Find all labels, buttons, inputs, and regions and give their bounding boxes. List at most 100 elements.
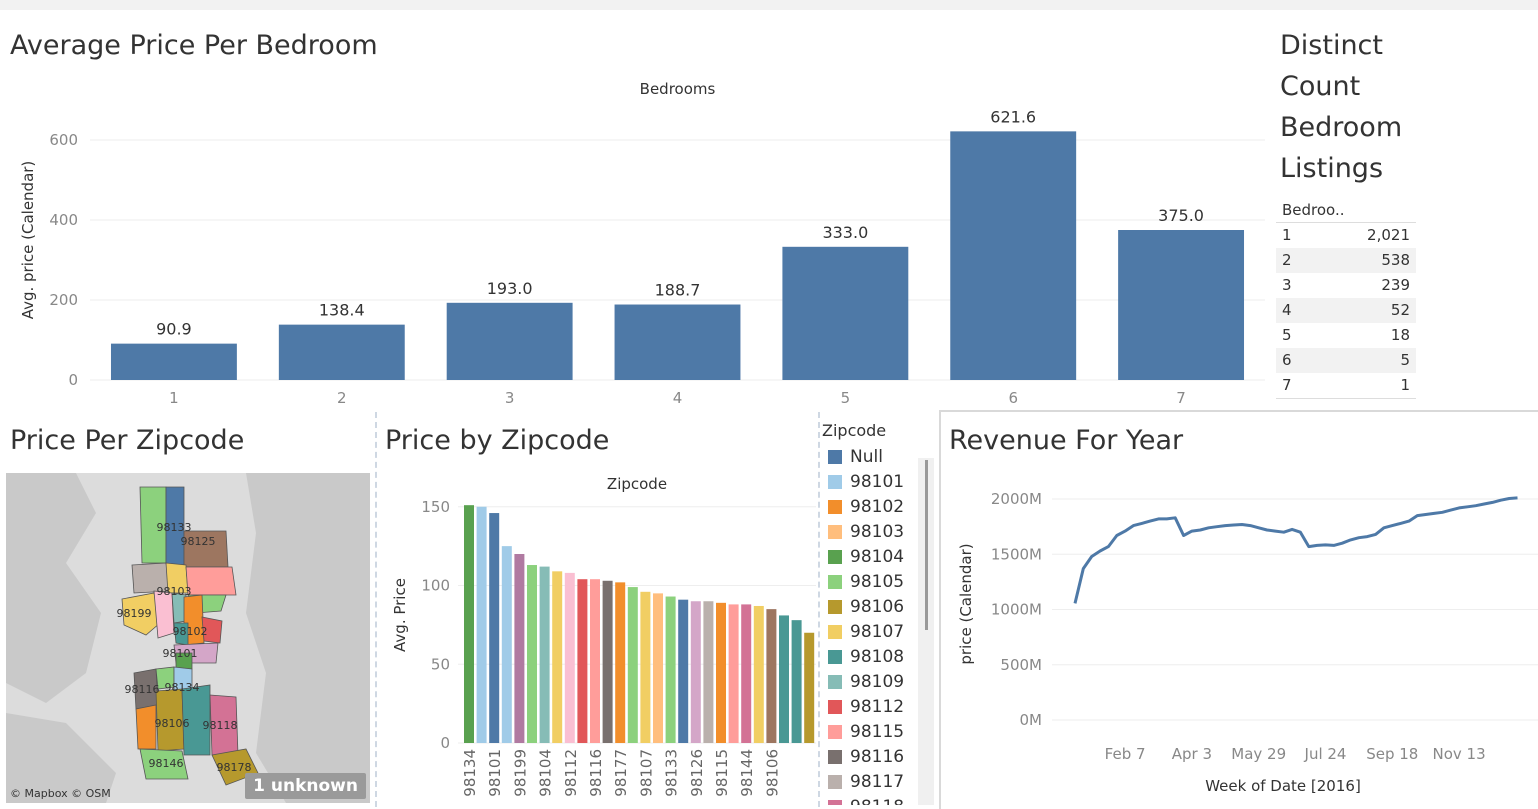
bar-zipcode <box>476 506 487 743</box>
y-tick-label: 200 <box>49 291 78 309</box>
x-tick-label: 98101 <box>486 749 504 797</box>
bar-zipcode <box>501 546 512 743</box>
zipcode-label-98106: 98106 <box>155 717 190 730</box>
table-row[interactable]: 2 538 <box>1276 248 1416 273</box>
bar-bedroom-3 <box>446 302 573 380</box>
water-area-1 <box>246 473 370 803</box>
x-tick-label: 98133 <box>663 749 681 797</box>
legend-label: 98108 <box>850 646 905 667</box>
table-row[interactable]: 5 18 <box>1276 323 1416 348</box>
bar-value-label: 193.0 <box>487 279 533 298</box>
y-tick-label: 0M <box>1020 711 1043 729</box>
distinct-count-title-line-2: Count <box>1280 71 1361 102</box>
x-tick-label: 98115 <box>713 749 731 797</box>
legend-scroll-thumb[interactable] <box>925 460 928 630</box>
legend-label: 98109 <box>850 671 905 692</box>
zipcode-label-98118: 98118 <box>203 719 238 732</box>
bar-zipcode <box>464 505 474 743</box>
legend-item[interactable]: 98115 <box>822 719 932 744</box>
zipcode-header: Zipcode <box>607 475 667 493</box>
x-tick-label: Nov 13 <box>1433 745 1486 763</box>
zipcode-map[interactable]: 98133 98125 98103 98199 98102 98101 98116 98134… <box>6 473 370 803</box>
legend-item[interactable]: 98105 <box>822 569 932 594</box>
bar-zipcode <box>577 579 588 743</box>
x-tick-label: 98116 <box>587 749 605 797</box>
legend-swatch <box>828 549 842 564</box>
listing-count: 538 <box>1381 251 1410 269</box>
bar-bedroom-2 <box>278 324 405 380</box>
zipcode-label-98101: 98101 <box>163 647 198 660</box>
legend-label: Null <box>850 446 883 467</box>
table-row[interactable]: 1 2,021 <box>1276 223 1416 248</box>
legend-swatch <box>828 674 842 689</box>
bar-zipcode <box>741 604 752 743</box>
revenue-panel-border <box>939 410 1538 809</box>
bedroom-count-table: Bedroo.. 1 2,021 2 538 3 239 4 52 5 18 6 5 7 1 <box>1276 198 1416 399</box>
table-row[interactable]: 3 239 <box>1276 273 1416 298</box>
y-axis-title: Avg. Price <box>391 578 409 652</box>
y-tick-label: 2000M <box>991 490 1042 508</box>
bar-bedroom-6 <box>950 131 1077 380</box>
legend-item[interactable]: 98108 <box>822 644 932 669</box>
legend-item[interactable]: 98117 <box>822 769 932 794</box>
table-row[interactable]: 4 52 <box>1276 298 1416 323</box>
distinct-count-title-line-4: Listings <box>1280 153 1384 184</box>
legend-item[interactable]: 98103 <box>822 519 932 544</box>
x-tick-label: 1 <box>169 389 179 407</box>
bedroom-value: 1 <box>1282 226 1292 244</box>
x-tick-label: 98177 <box>612 749 630 797</box>
listing-count: 52 <box>1390 301 1410 319</box>
legend-swatch <box>828 724 842 739</box>
legend-item[interactable]: 98107 <box>822 619 932 644</box>
map-attribution[interactable]: © Mapbox © OSM <box>10 787 111 800</box>
zipcode-label-98125: 98125 <box>181 535 216 548</box>
legend-item[interactable]: 98101 <box>822 469 932 494</box>
legend-label: 98103 <box>850 521 905 542</box>
bar-zipcode <box>753 605 764 743</box>
y-tick-label: 100 <box>421 577 450 595</box>
legend-item[interactable]: 98102 <box>822 494 932 519</box>
legend-swatch <box>828 574 842 589</box>
bar-zipcode <box>791 620 802 743</box>
bar-zipcode <box>489 513 500 743</box>
bar-zipcode <box>678 599 689 743</box>
bedroom-value: 2 <box>1282 251 1292 269</box>
x-tick-label: 98107 <box>637 749 655 797</box>
bar-zipcode <box>640 591 651 743</box>
zipcode-label-98103: 98103 <box>157 585 192 598</box>
listing-count: 18 <box>1390 326 1410 344</box>
y-tick-label: 600 <box>49 131 78 149</box>
price-by-zipcode-title: Price by Zipcode <box>385 425 610 456</box>
unknown-locations-badge[interactable]: 1 unknown <box>245 773 366 799</box>
legend-item[interactable]: 98106 <box>822 594 932 619</box>
avg-price-per-bedroom-chart: Bedrooms 0 200 400 600 Avg. price (Calendar) 9… <box>19 80 1265 407</box>
legend-label: 98117 <box>850 771 905 792</box>
legend-item[interactable]: 98109 <box>822 669 932 694</box>
zipcode-region-20 <box>181 684 211 756</box>
legend-item[interactable]: 98104 <box>822 544 932 569</box>
legend-item[interactable]: 98116 <box>822 744 932 769</box>
x-tick-label: 7 <box>1176 389 1186 407</box>
water-area-2 <box>6 713 116 803</box>
legend-swatch <box>828 599 842 614</box>
bar-zipcode <box>539 566 550 743</box>
legend-item[interactable]: Null <box>822 444 932 469</box>
x-tick-label: 98134 <box>461 749 479 797</box>
bedroom-count-header[interactable]: Bedroo.. <box>1276 198 1416 223</box>
bar-bedroom-5 <box>782 246 909 380</box>
avg-price-title: Average Price Per Bedroom <box>10 30 378 61</box>
zipcode-region-8 <box>153 590 175 639</box>
legend-label: 98118 <box>850 797 904 806</box>
x-tick-label: 3 <box>505 389 515 407</box>
legend-swatch <box>828 624 842 639</box>
price-by-zipcode-chart: Zipcode 0 50 100 150 Avg. Price 98134 98101 9819… <box>391 475 816 797</box>
legend-label: 98112 <box>850 696 905 717</box>
y-tick-label: 50 <box>431 655 450 673</box>
zipcode-region-11 <box>201 616 223 644</box>
legend-scrollbar[interactable] <box>918 458 934 805</box>
legend-item[interactable]: 98118 <box>822 794 932 805</box>
legend-item[interactable]: 98112 <box>822 694 932 719</box>
